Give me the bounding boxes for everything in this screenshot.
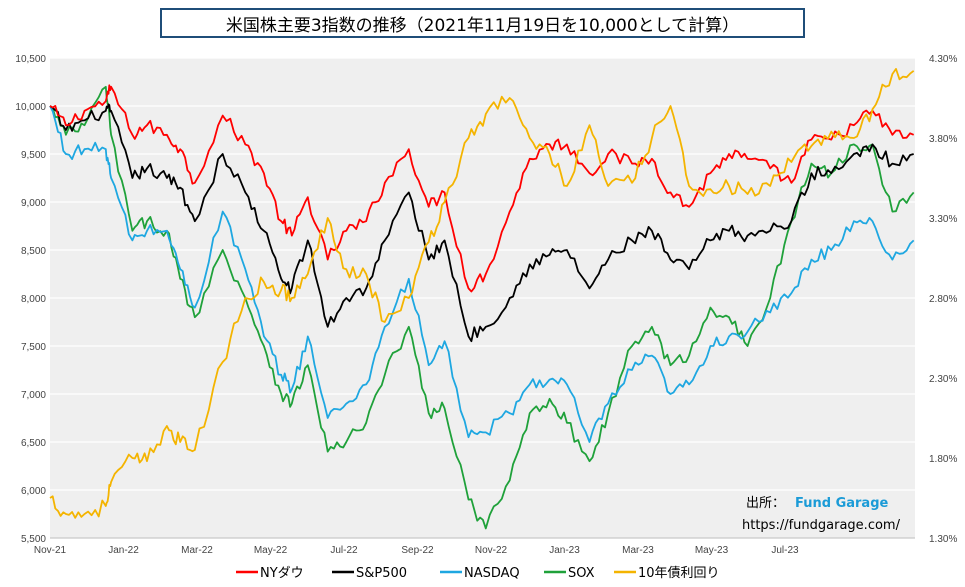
y-left-tick-label: 10,000 xyxy=(15,102,46,113)
series-line xyxy=(49,103,914,343)
series-lines xyxy=(49,68,915,530)
legend: NYダウ S&P500 NASDAQ SOX 10年債利回り xyxy=(236,566,720,581)
x-axis: Nov-21 Jan-22 Mar-22 May-22 Jul-22 Sep-22 Nov-… xyxy=(34,537,915,556)
legend-label: 10年債利回り xyxy=(638,566,720,581)
x-tick-label: Jul-22 xyxy=(330,545,358,556)
y-left-tick-label: 9,500 xyxy=(21,150,46,161)
source-brand: Fund Garage xyxy=(795,496,889,511)
y-right-tick-label: 2.80% xyxy=(929,294,957,305)
y-left-tick-label: 6,000 xyxy=(21,486,46,497)
series-line xyxy=(49,85,915,530)
legend-label: S&P500 xyxy=(356,566,407,581)
y-left-tick-label: 6,500 xyxy=(21,438,46,449)
x-tick-label: Mar-22 xyxy=(181,545,213,556)
x-tick-label: Jul-23 xyxy=(771,545,799,556)
y-axis-right: 4.30% 3.80% 3.30% 2.80% 2.30% 1.80% 1.30% xyxy=(929,54,957,545)
y-right-tick-label: 1.30% xyxy=(929,534,957,545)
y-right-tick-label: 3.80% xyxy=(929,134,957,145)
source-label: 出所： xyxy=(746,496,785,511)
x-tick-label: May-23 xyxy=(695,545,729,556)
y-right-tick-label: 3.30% xyxy=(929,214,957,225)
source-note: 出所： Fund Garage https://fundgarage.com/ xyxy=(742,496,901,533)
x-tick-label: Jan-23 xyxy=(549,545,580,556)
x-tick-label: Nov-22 xyxy=(475,545,508,556)
y-left-tick-label: 8,000 xyxy=(21,294,46,305)
x-tick-label: May-22 xyxy=(254,545,288,556)
series-line xyxy=(49,105,915,443)
y-right-tick-label: 1.80% xyxy=(929,454,957,465)
y-left-tick-label: 5,500 xyxy=(21,534,46,545)
y-left-tick-label: 8,500 xyxy=(21,246,46,257)
series-line xyxy=(49,84,915,293)
legend-label: NASDAQ xyxy=(464,566,520,581)
y-left-tick-label: 7,500 xyxy=(21,342,46,353)
source-url: https://fundgarage.com/ xyxy=(742,518,901,533)
x-tick-label: Sep-22 xyxy=(401,545,434,556)
y-left-tick-label: 7,000 xyxy=(21,390,46,401)
y-left-tick-label: 10,500 xyxy=(15,54,46,65)
y-axis-left: 10,500 10,000 9,500 9,000 8,500 8,000 7,500 7,0… xyxy=(15,54,46,545)
chart-title: 米国株主要3指数の推移（2021年11月19日を10,000として計算） xyxy=(160,8,805,38)
series-line xyxy=(49,68,915,519)
x-tick-label: Nov-21 xyxy=(34,545,67,556)
x-tick-label: Mar-23 xyxy=(622,545,654,556)
legend-label: SOX xyxy=(568,566,595,581)
y-left-tick-label: 9,000 xyxy=(21,198,46,209)
y-right-tick-label: 4.30% xyxy=(929,54,957,65)
y-right-tick-label: 2.30% xyxy=(929,374,957,385)
legend-label: NYダウ xyxy=(260,566,304,581)
x-tick-label: Jan-22 xyxy=(108,545,139,556)
